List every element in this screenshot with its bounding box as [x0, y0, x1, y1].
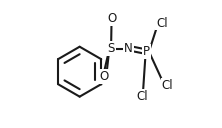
Text: Cl: Cl — [156, 17, 168, 30]
Text: O: O — [107, 12, 116, 25]
Text: P: P — [143, 45, 150, 58]
Text: Cl: Cl — [137, 89, 148, 103]
Text: S: S — [107, 42, 115, 55]
Text: Cl: Cl — [162, 79, 173, 92]
Text: O: O — [99, 70, 109, 83]
Text: N: N — [124, 42, 133, 55]
